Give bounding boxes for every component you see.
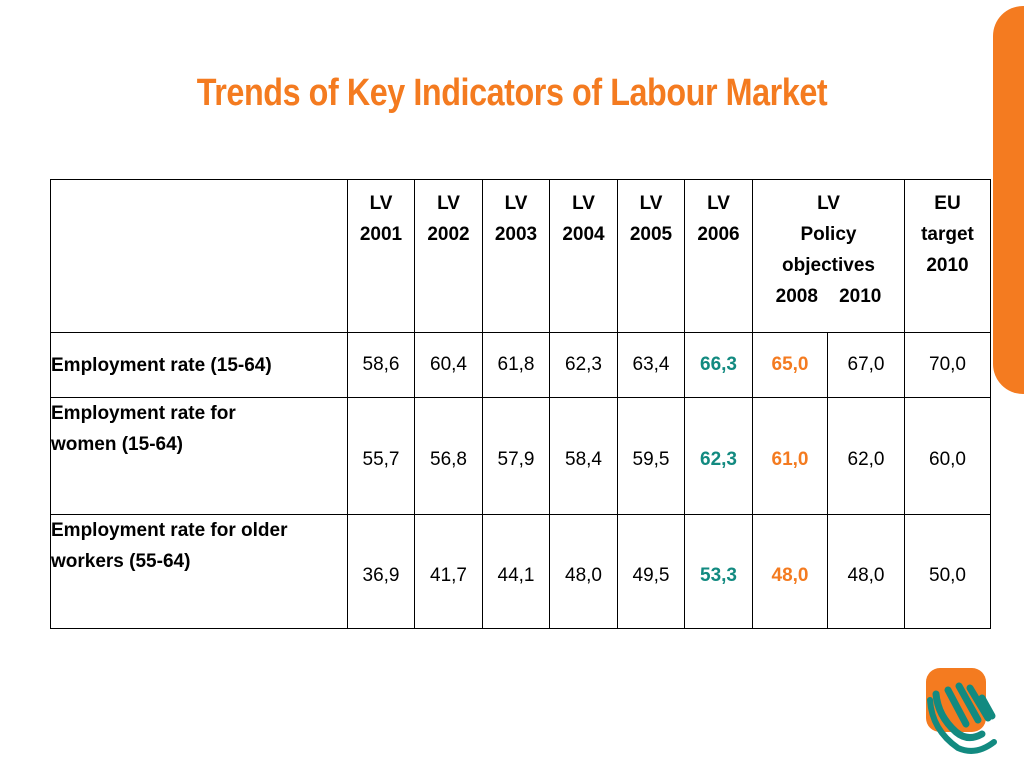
cell-value-policy-2008: 48,0 (752, 514, 828, 629)
cell-value-policy-2010: 62,0 (827, 397, 905, 515)
cell-value: 59,5 (617, 397, 685, 515)
cell-value: 49,5 (617, 514, 685, 629)
policy-years: 2008 2010 (775, 286, 882, 307)
header-policy-objectives: LV Policy objectives 2008 2010 (752, 179, 905, 333)
cell-value-eu-target: 70,0 (904, 332, 991, 398)
cell-value-policy-2010: 67,0 (827, 332, 905, 398)
row-label: Employment rate for older workers (55-64) (50, 514, 348, 629)
cell-value: 60,4 (414, 332, 483, 398)
cell-value-eu-target: 60,0 (904, 397, 991, 515)
cell-value: 36,9 (347, 514, 415, 629)
table-header-row: LV 2001 LV 2002 LV 2003 LV 2004 LV 2005 LV 200… (50, 179, 991, 333)
cell-value: 56,8 (414, 397, 483, 515)
cell-value: 58,4 (549, 397, 618, 515)
cell-value: 62,3 (549, 332, 618, 398)
cell-value-policy-2008: 65,0 (752, 332, 828, 398)
side-accent-bar (993, 6, 1024, 394)
cell-value-highlight: 66,3 (684, 332, 753, 398)
header-lv-2002: LV 2002 (414, 179, 483, 333)
cell-value: 57,9 (482, 397, 550, 515)
header-empty-cell (50, 179, 348, 333)
header-lv-2006: LV 2006 (684, 179, 753, 333)
cell-value: 63,4 (617, 332, 685, 398)
cell-value: 55,7 (347, 397, 415, 515)
cell-value-highlight: 62,3 (684, 397, 753, 515)
cell-value: 48,0 (549, 514, 618, 629)
table-row: Employment rate for women (15-64) 55,7 56… (50, 397, 991, 515)
cell-value: 61,8 (482, 332, 550, 398)
table-row: Employment rate for older workers (55-64)… (50, 514, 991, 629)
row-label: Employment rate for women (15-64) (50, 397, 348, 515)
cell-value-eu-target: 50,0 (904, 514, 991, 629)
hands-logo-icon (922, 660, 998, 760)
cell-value-highlight: 53,3 (684, 514, 753, 629)
header-lv-2004: LV 2004 (549, 179, 618, 333)
cell-value-policy-2008: 61,0 (752, 397, 828, 515)
row-label: Employment rate (15-64) (50, 332, 348, 398)
header-lv-2005: LV 2005 (617, 179, 685, 333)
cell-value-policy-2010: 48,0 (827, 514, 905, 629)
cell-value: 44,1 (482, 514, 550, 629)
header-lv-2001: LV 2001 (347, 179, 415, 333)
page-title: Trends of Key Indicators of Labour Marke… (196, 72, 828, 114)
indicators-table: LV 2001 LV 2002 LV 2003 LV 2004 LV 2005 LV 200… (50, 179, 991, 629)
table-row: Employment rate (15-64) 58,6 60,4 61,8 6… (50, 332, 991, 398)
cell-value: 41,7 (414, 514, 483, 629)
header-lv-2003: LV 2003 (482, 179, 550, 333)
header-eu-target: EU target 2010 (904, 179, 991, 333)
cell-value: 58,6 (347, 332, 415, 398)
